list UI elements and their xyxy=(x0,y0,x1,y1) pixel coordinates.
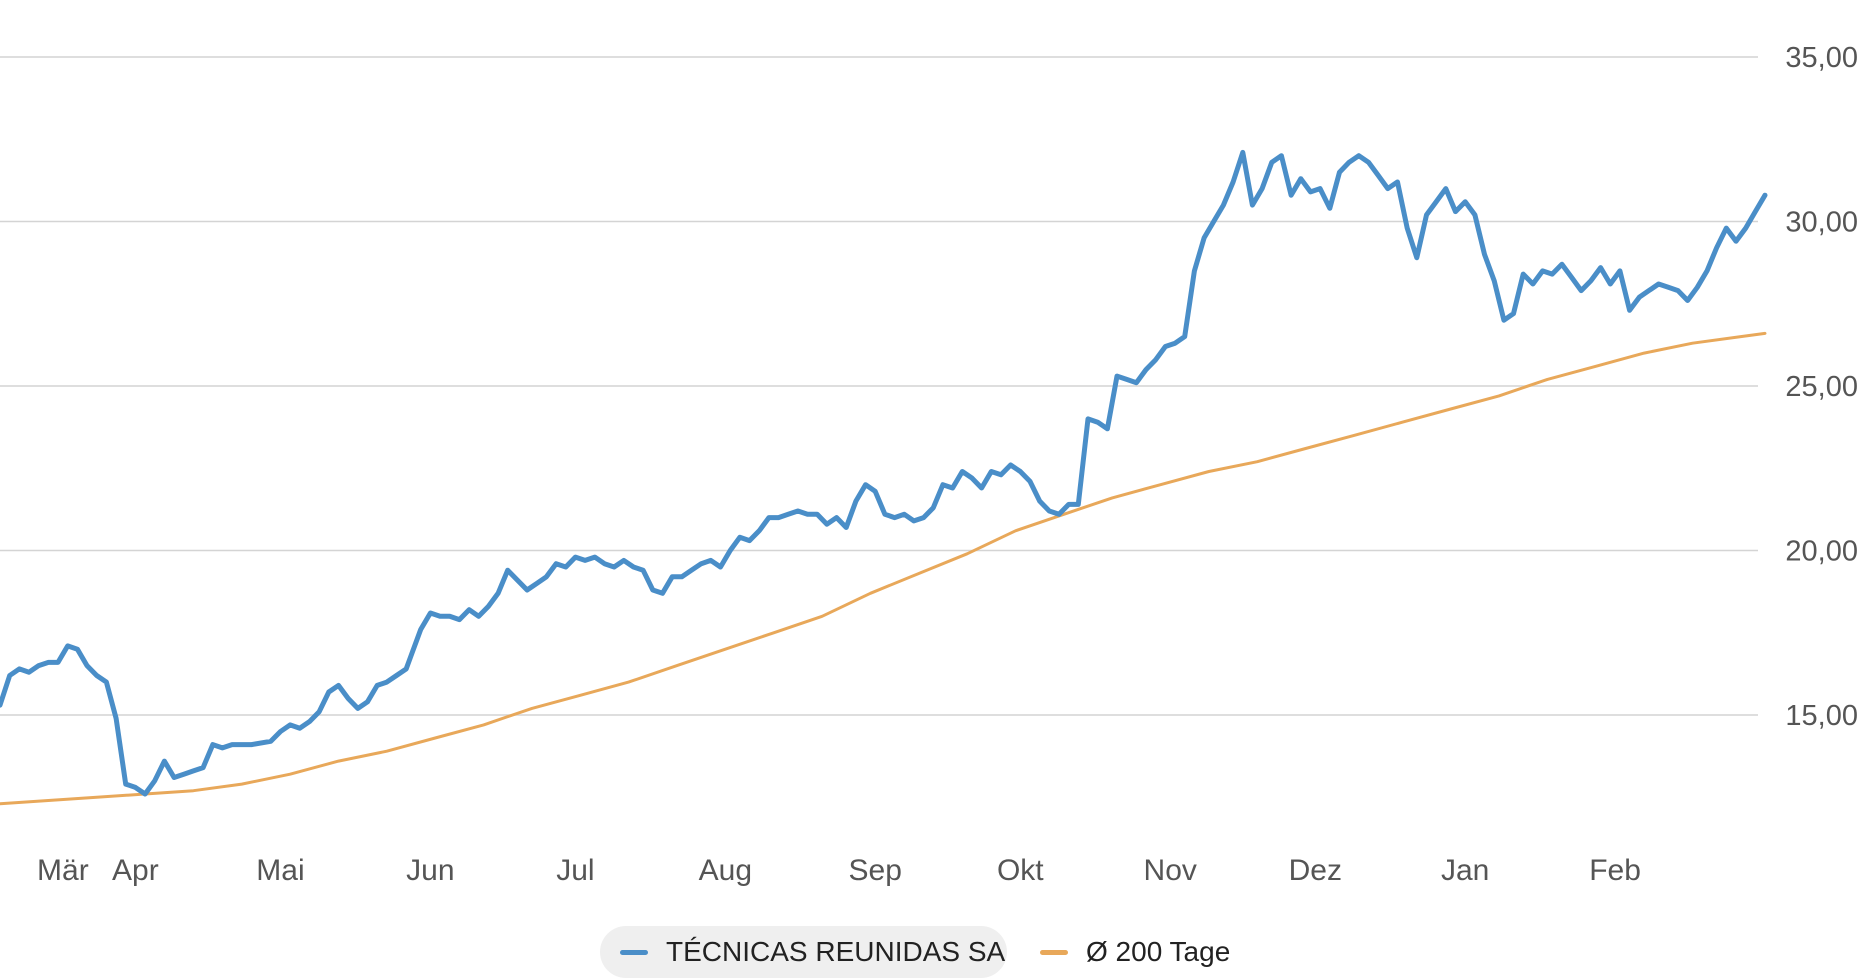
y-tick-label: 25,00 xyxy=(1785,371,1858,403)
legend-item-average[interactable]: Ø 200 Tage xyxy=(1040,926,1260,978)
chart-legend: TÉCNICAS REUNIDAS SA Ø 200 Tage xyxy=(0,926,1863,980)
series-line-average xyxy=(0,331,1767,806)
y-tick-label: 35,00 xyxy=(1785,42,1858,74)
x-tick-label: Jun xyxy=(406,854,454,887)
x-tick-label: Aug xyxy=(699,854,752,887)
y-axis-ticks: 15,00 20,00 25,00 30,00 35,00 xyxy=(1785,42,1858,732)
x-tick-label: Okt xyxy=(997,854,1044,887)
x-tick-label: Jul xyxy=(556,854,594,887)
legend-label-average: Ø 200 Tage xyxy=(1086,936,1231,967)
series-layer xyxy=(0,149,1768,806)
x-axis-ticks: Mär Apr Mai Jun Jul Aug Sep Okt Nov Dez Jan Feb xyxy=(37,854,1641,887)
price-chart: 15,00 20,00 25,00 30,00 35,00 Mär Apr Mai Jun Ju… xyxy=(0,42,1858,887)
x-tick-label: Mär xyxy=(37,854,89,887)
x-tick-label: Nov xyxy=(1144,854,1197,887)
legend-label-price: TÉCNICAS REUNIDAS SA xyxy=(666,936,1006,967)
x-tick-label: Jan xyxy=(1441,854,1489,887)
x-tick-label: Mai xyxy=(256,854,304,887)
series-line-price xyxy=(0,149,1768,797)
legend-swatch-average xyxy=(1040,949,1068,955)
x-tick-label: Dez xyxy=(1289,854,1342,887)
y-tick-label: 20,00 xyxy=(1785,536,1858,568)
legend-swatch-price xyxy=(620,949,648,955)
y-tick-label: 15,00 xyxy=(1785,700,1858,732)
x-tick-label: Sep xyxy=(849,854,902,887)
y-tick-label: 30,00 xyxy=(1785,207,1858,239)
grid-lines xyxy=(0,56,1758,716)
legend-item-price[interactable]: TÉCNICAS REUNIDAS SA xyxy=(600,926,1007,978)
x-tick-label: Apr xyxy=(112,854,159,887)
x-tick-label: Feb xyxy=(1589,854,1641,887)
